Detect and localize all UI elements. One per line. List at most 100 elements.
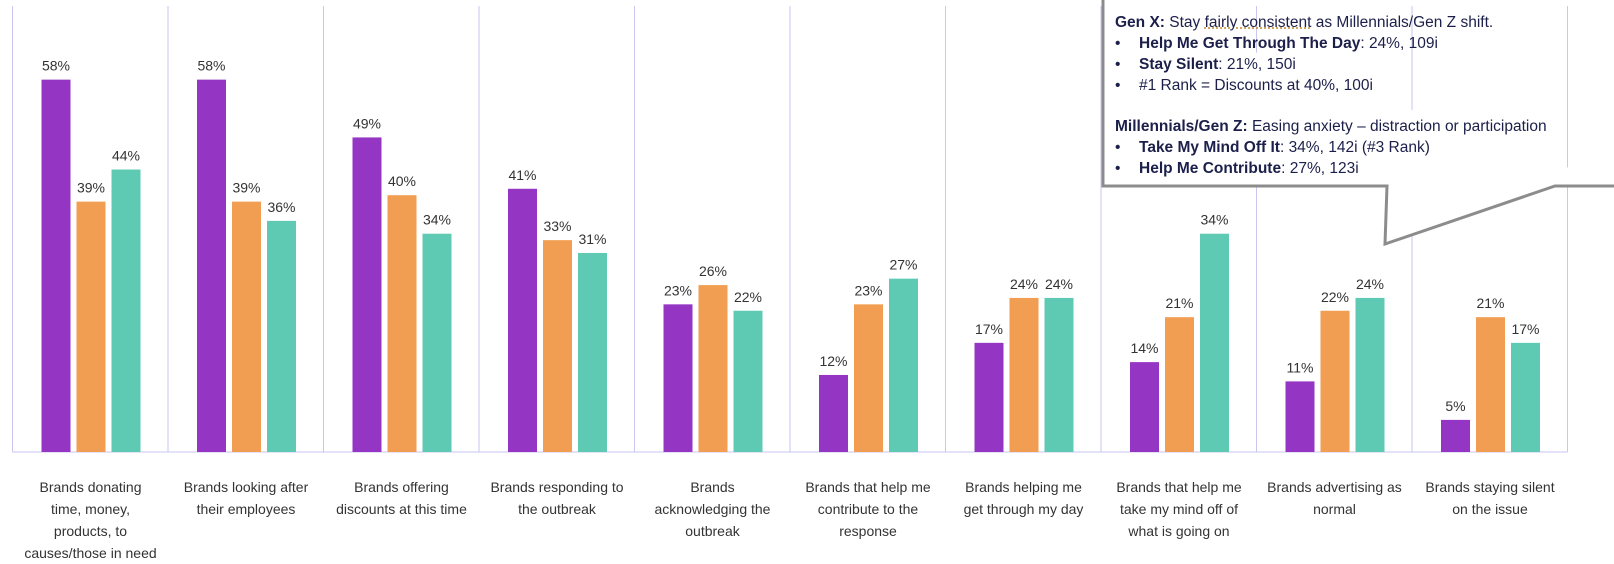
genx-text-after: as Millennials/Gen Z shift. bbox=[1311, 14, 1494, 31]
bar bbox=[422, 233, 452, 452]
bar bbox=[1476, 317, 1505, 452]
genx-bullet: • #1 Rank = Discounts at 40%, 100i bbox=[1115, 77, 1373, 94]
category-label-line: what is going on bbox=[1128, 523, 1230, 539]
category-label-line: their employees bbox=[196, 501, 296, 517]
category-label-line: Brands that help me bbox=[805, 479, 931, 495]
genx-bullet: • Stay Silent: 21%, 150i bbox=[1115, 56, 1296, 73]
category-label-line: time, money, bbox=[50, 501, 131, 517]
millennials-heading: Millennials/Gen Z: bbox=[1115, 118, 1248, 135]
category-label-line: normal bbox=[1313, 501, 1356, 517]
category-label-line: take my mind off of bbox=[1119, 501, 1238, 517]
category-label: Brands looking after their employees bbox=[168, 476, 324, 520]
bar bbox=[1130, 362, 1159, 452]
category-label: Brands responding to the outbreak bbox=[479, 476, 635, 520]
data-label: 14% bbox=[1130, 340, 1158, 356]
callout-text: Gen X: Stay fairly consistent as Millenn… bbox=[1115, 12, 1610, 179]
data-label: 17% bbox=[1511, 321, 1539, 337]
callout-box bbox=[1101, 0, 1614, 247]
category-label-line: contribute to the bbox=[817, 501, 919, 517]
bar bbox=[111, 169, 141, 452]
genx-heading: Gen X: bbox=[1115, 14, 1165, 31]
bar bbox=[974, 342, 1004, 452]
bar bbox=[1009, 297, 1039, 452]
genx-text-dotted: fairly consistent bbox=[1204, 14, 1312, 31]
data-label: 21% bbox=[1165, 295, 1193, 311]
bar bbox=[663, 304, 693, 452]
data-label: 34% bbox=[423, 212, 451, 228]
bar bbox=[1285, 381, 1315, 452]
category-label-line: products, to bbox=[53, 523, 128, 539]
category-label-line: causes/those in need bbox=[24, 545, 157, 561]
category-label: Brands staying silent on the issue bbox=[1412, 476, 1568, 520]
bar bbox=[41, 79, 71, 452]
data-label: 36% bbox=[267, 199, 295, 215]
data-label: 31% bbox=[578, 231, 606, 247]
data-label: 11% bbox=[1287, 359, 1314, 375]
bar bbox=[1511, 342, 1540, 452]
genx-bullet: • Help Me Get Through The Day: 24%, 109i bbox=[1115, 35, 1438, 52]
bar bbox=[733, 310, 763, 452]
category-label: Brands advertising as normal bbox=[1257, 476, 1413, 520]
bar bbox=[543, 240, 572, 452]
category-label-line: Brands advertising as bbox=[1267, 479, 1402, 495]
bar bbox=[819, 374, 848, 452]
data-label: 24% bbox=[1010, 276, 1038, 292]
category-label: Brands that help me contribute to the resp… bbox=[790, 476, 946, 542]
bar bbox=[1441, 419, 1470, 452]
data-label: 39% bbox=[232, 180, 260, 196]
data-label: 44% bbox=[112, 148, 140, 164]
category-label-line: Brands donating bbox=[39, 479, 142, 495]
data-label: 58% bbox=[42, 58, 70, 74]
category-label-line: acknowledging the bbox=[654, 501, 771, 517]
category-label-line: Brands responding to bbox=[490, 479, 624, 495]
data-label: 5% bbox=[1445, 398, 1465, 414]
category-label-line: Brands bbox=[690, 479, 735, 495]
data-label: 34% bbox=[1200, 212, 1228, 228]
bar bbox=[854, 304, 883, 452]
data-label: 23% bbox=[664, 282, 692, 298]
category-label-line: Brands offering bbox=[354, 479, 449, 495]
millennials-line: Millennials/Gen Z: Easing anxiety – dist… bbox=[1115, 116, 1610, 137]
bar bbox=[1165, 317, 1194, 452]
data-label: 17% bbox=[975, 321, 1003, 337]
bar bbox=[1200, 233, 1229, 452]
bar bbox=[352, 137, 382, 453]
data-label: 26% bbox=[699, 263, 727, 279]
data-label: 24% bbox=[1045, 276, 1073, 292]
category-label-line: response bbox=[839, 523, 897, 539]
category-label-line: discounts at this time bbox=[336, 501, 467, 517]
bar bbox=[76, 201, 106, 452]
genx-text-before: Stay bbox=[1164, 14, 1205, 31]
category-label-line: Brands helping me bbox=[965, 479, 1082, 495]
category-label: Brands offering discounts at this time bbox=[324, 476, 480, 520]
bar bbox=[578, 252, 607, 452]
category-label-line: on the issue bbox=[1452, 501, 1528, 517]
bar bbox=[889, 278, 918, 452]
millennials-text: Easing anxiety – distraction or particip… bbox=[1247, 118, 1547, 135]
data-label: 49% bbox=[353, 115, 381, 131]
data-label: 21% bbox=[1476, 295, 1504, 311]
category-label-line: the outbreak bbox=[518, 501, 596, 517]
category-label-line: Brands looking after bbox=[183, 479, 309, 495]
data-label: 23% bbox=[854, 282, 882, 298]
bar bbox=[197, 79, 226, 452]
category-label: Brands helping me get through my day bbox=[946, 476, 1102, 520]
data-label: 40% bbox=[388, 173, 416, 189]
data-label: 58% bbox=[197, 58, 225, 74]
category-label-line: outbreak bbox=[685, 523, 740, 539]
bar bbox=[508, 188, 537, 452]
bar bbox=[1320, 310, 1350, 452]
bar bbox=[232, 201, 261, 452]
genx-line: Gen X: Stay fairly consistent as Millenn… bbox=[1115, 12, 1610, 33]
bar bbox=[698, 285, 728, 452]
data-label: 33% bbox=[543, 218, 571, 234]
data-label: 24% bbox=[1356, 276, 1384, 292]
bar bbox=[1355, 297, 1385, 452]
category-label-line: Brands staying silent bbox=[1425, 479, 1555, 495]
millennials-bullet: • Help Me Contribute: 27%, 123i bbox=[1115, 160, 1359, 177]
data-label: 39% bbox=[77, 180, 105, 196]
category-label-line: Brands that help me bbox=[1116, 479, 1242, 495]
data-label: 22% bbox=[734, 289, 762, 305]
data-label: 22% bbox=[1321, 289, 1349, 305]
